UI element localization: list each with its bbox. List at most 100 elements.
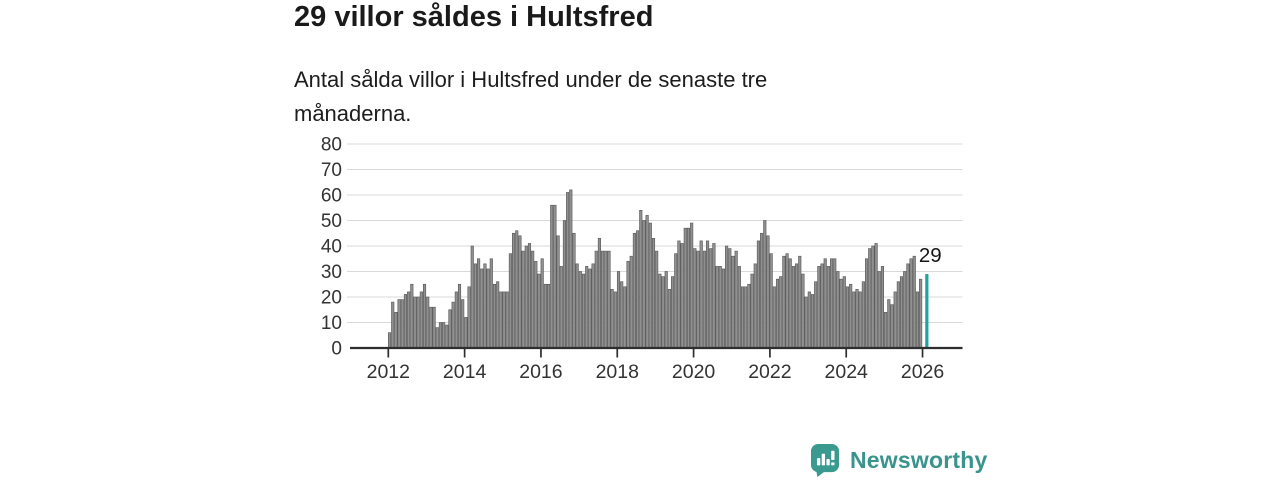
bar bbox=[699, 240, 703, 349]
bar bbox=[696, 250, 700, 349]
bar bbox=[842, 276, 846, 349]
x-tick-label: 2026 bbox=[901, 361, 944, 383]
bar bbox=[893, 291, 897, 349]
bar bbox=[686, 227, 691, 349]
bar bbox=[477, 258, 481, 349]
bar bbox=[715, 266, 719, 349]
bars bbox=[387, 189, 923, 349]
bar bbox=[623, 286, 627, 349]
bar bbox=[709, 248, 713, 349]
bar bbox=[489, 258, 493, 349]
bar bbox=[693, 248, 697, 349]
bar bbox=[674, 253, 678, 349]
bar bbox=[591, 263, 595, 349]
bar bbox=[712, 243, 716, 349]
bar bbox=[410, 283, 414, 349]
bar bbox=[721, 268, 726, 349]
y-tick-label: 60 bbox=[321, 186, 342, 207]
bar bbox=[588, 268, 592, 349]
bar bbox=[788, 258, 792, 349]
bar bbox=[814, 281, 818, 349]
bar bbox=[791, 266, 795, 349]
bar bbox=[607, 250, 611, 349]
bar bbox=[451, 301, 455, 349]
page-title: 29 villor såldes i Hultsfred bbox=[294, 1, 654, 33]
bar bbox=[480, 268, 484, 349]
bar bbox=[578, 271, 582, 349]
bar bbox=[766, 235, 770, 349]
highlight-value-label: 29 bbox=[919, 244, 942, 267]
bar bbox=[760, 232, 764, 349]
bar bbox=[556, 235, 560, 349]
bar bbox=[546, 283, 551, 349]
bar bbox=[473, 263, 477, 349]
bar bbox=[448, 309, 452, 349]
bar bbox=[858, 291, 862, 349]
bar bbox=[391, 301, 395, 349]
bar bbox=[705, 240, 710, 349]
bar bbox=[394, 311, 398, 349]
newsworthy-icon bbox=[810, 444, 840, 477]
bar bbox=[534, 260, 538, 349]
bar bbox=[750, 273, 754, 349]
bar bbox=[407, 291, 411, 349]
bar bbox=[877, 271, 881, 349]
bar bbox=[661, 276, 665, 349]
bar bbox=[836, 271, 840, 349]
bar bbox=[515, 230, 519, 349]
bar bbox=[909, 258, 913, 349]
bar bbox=[906, 263, 910, 349]
bar bbox=[775, 278, 780, 349]
bar bbox=[387, 332, 392, 349]
bar bbox=[470, 245, 474, 349]
bar bbox=[553, 204, 557, 349]
bar bbox=[845, 286, 850, 349]
bar bbox=[601, 250, 605, 349]
bar bbox=[419, 291, 423, 349]
y-tick-label: 30 bbox=[321, 262, 342, 283]
bar bbox=[648, 222, 652, 349]
y-axis-labels: 0 10 20 30 40 50 60 70 80 bbox=[321, 135, 342, 360]
bar bbox=[753, 263, 757, 349]
bar bbox=[604, 250, 608, 349]
highlight-bar bbox=[925, 274, 929, 348]
bar bbox=[655, 250, 659, 349]
x-tick-label: 2016 bbox=[519, 361, 562, 383]
bar bbox=[613, 291, 617, 349]
bar bbox=[903, 271, 907, 349]
bar bbox=[839, 278, 843, 349]
bar bbox=[483, 263, 487, 349]
bar bbox=[416, 296, 420, 349]
bar bbox=[899, 276, 904, 349]
bar bbox=[629, 255, 633, 349]
x-tick-label: 2018 bbox=[596, 361, 639, 383]
bar bbox=[626, 260, 630, 349]
bar bbox=[820, 263, 824, 349]
bar bbox=[597, 238, 601, 349]
bar bbox=[887, 299, 891, 349]
bar bbox=[651, 238, 656, 349]
bar bbox=[677, 240, 681, 349]
y-tick-label: 50 bbox=[321, 211, 342, 232]
bar bbox=[826, 266, 830, 349]
bar bbox=[492, 283, 497, 349]
bar bbox=[457, 283, 462, 349]
bar bbox=[769, 253, 773, 349]
bar bbox=[912, 255, 916, 349]
bar bbox=[397, 299, 401, 349]
bar bbox=[531, 250, 535, 349]
bar bbox=[518, 235, 522, 349]
bar bbox=[521, 250, 525, 349]
bar bbox=[804, 296, 808, 349]
bar bbox=[874, 243, 878, 349]
bar bbox=[747, 283, 751, 349]
x-tick-label: 2020 bbox=[672, 361, 716, 383]
bar bbox=[810, 294, 815, 349]
bar bbox=[690, 222, 694, 349]
y-tick-label: 80 bbox=[321, 135, 342, 156]
newsworthy-logo: Newsworthy bbox=[810, 443, 987, 477]
bar bbox=[671, 276, 675, 349]
bar bbox=[915, 291, 919, 349]
bar bbox=[620, 281, 624, 349]
